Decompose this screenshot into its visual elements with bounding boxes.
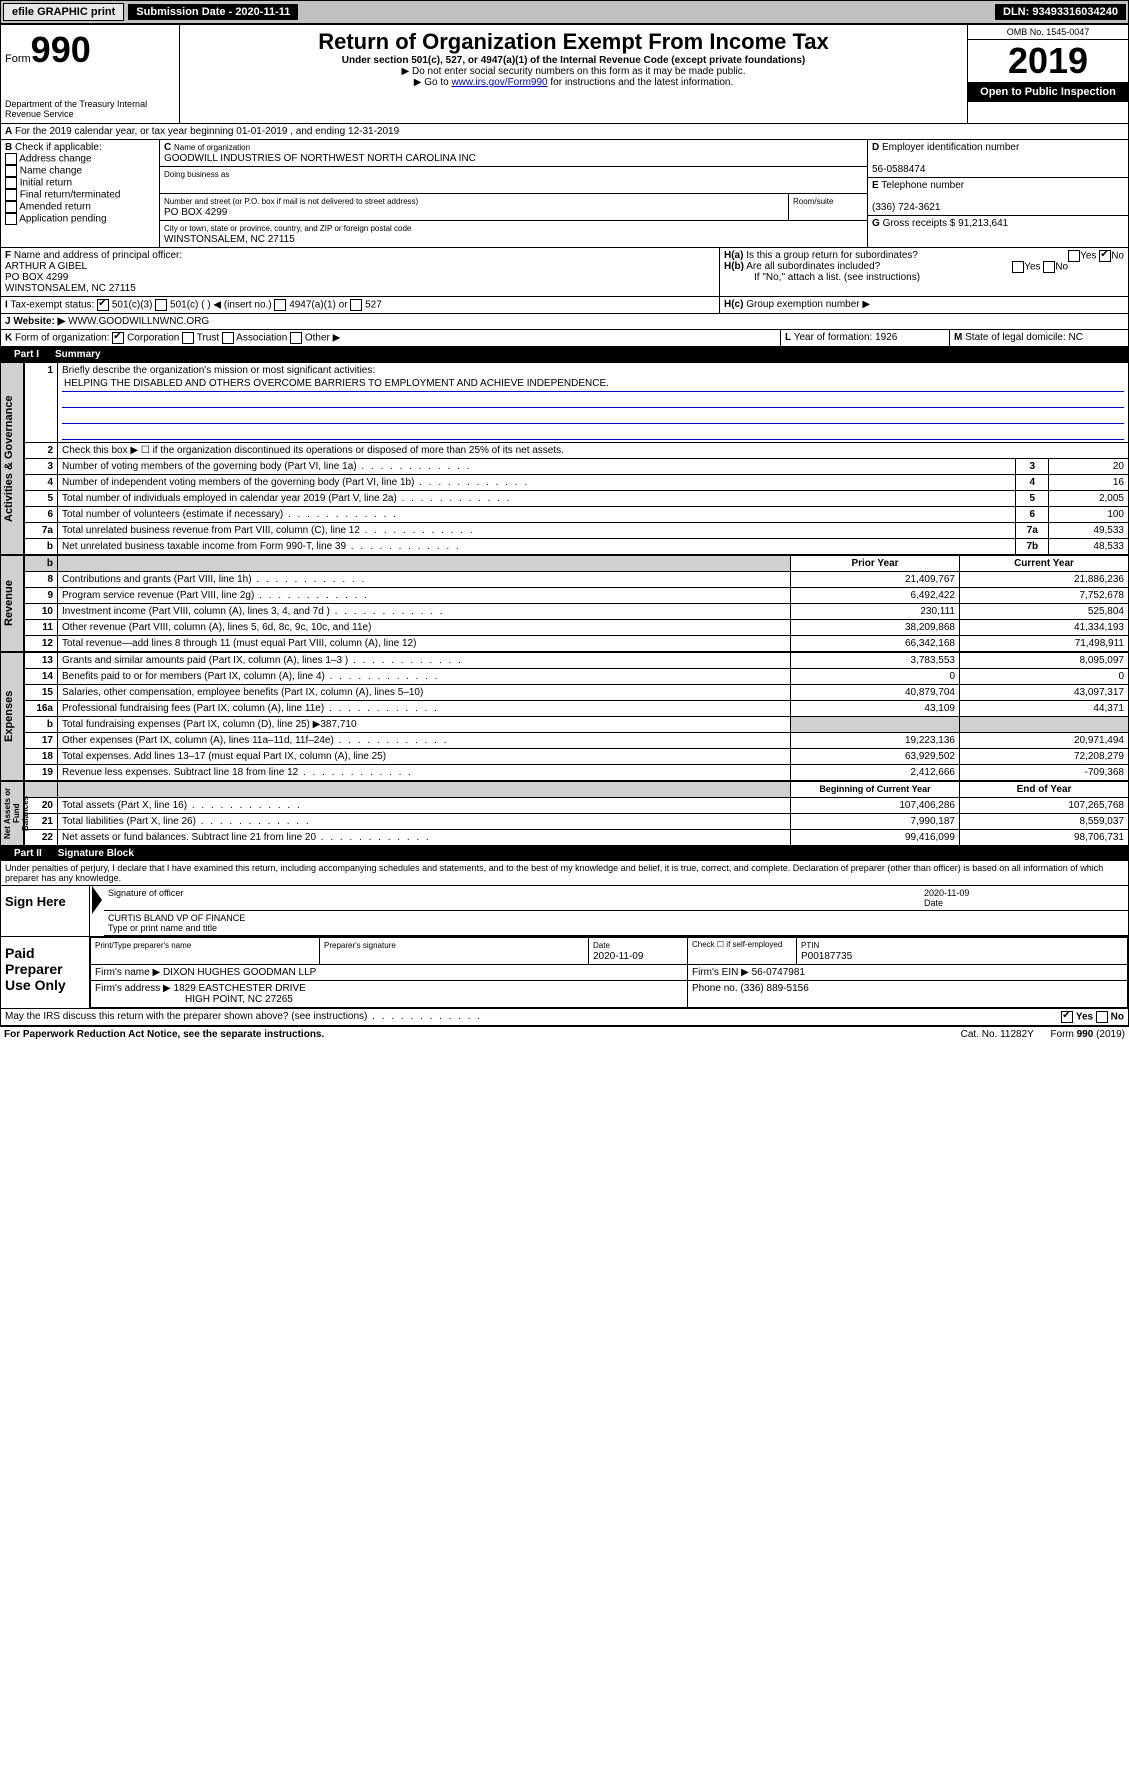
tax-year-line: For the 2019 calendar year, or tax year … <box>15 126 399 137</box>
dln: DLN: 93493316034240 <box>995 4 1126 20</box>
open-public: Open to Public Inspection <box>968 82 1128 102</box>
side-activities: Activities & Governance <box>0 362 24 555</box>
officer-typed: CURTIS BLAND VP OF FINANCE <box>108 913 245 923</box>
v7a: 49,533 <box>1049 523 1129 539</box>
prep-date: 2020-11-09 <box>593 951 643 962</box>
telephone: (336) 724-3621 <box>872 202 940 213</box>
sign-here-label: Sign Here <box>1 886 90 936</box>
org-city: WINSTONSALEM, NC 27115 <box>164 234 295 245</box>
v4: 16 <box>1049 475 1129 491</box>
form-footer: Form 990 (2019) <box>1051 1029 1125 1040</box>
note-goto: ▶ Go to www.irs.gov/Form990 for instruct… <box>184 77 963 88</box>
cb-hb-no[interactable] <box>1043 261 1055 273</box>
form-subtitle: Under section 501(c), 527, or 4947(a)(1)… <box>184 55 963 66</box>
website: WWW.GOODWILLNWNC.ORG <box>68 316 209 327</box>
officer-name: ARTHUR A GIBEL <box>5 261 87 272</box>
cb-other[interactable] <box>290 332 302 344</box>
side-revenue: Revenue <box>0 555 24 652</box>
year-formation: 1926 <box>875 332 897 343</box>
cb-final-return[interactable] <box>5 189 17 201</box>
dept-treasury: Department of the Treasury Internal Reve… <box>5 99 175 119</box>
b-label: Check if applicable: <box>15 142 102 153</box>
efile-bar: efile GRAPHIC print Submission Date - 20… <box>0 0 1129 24</box>
cb-ha-no[interactable] <box>1099 250 1111 262</box>
cb-501c3[interactable] <box>97 299 109 311</box>
firm-address: 1829 EASTCHESTER DRIVE <box>174 983 306 994</box>
cb-amended[interactable] <box>5 201 17 213</box>
cat-no: Cat. No. 11282Y <box>961 1029 1034 1040</box>
v6: 100 <box>1049 507 1129 523</box>
sign-arrow-icon <box>92 886 102 914</box>
firm-phone: (336) 889-5156 <box>740 983 808 994</box>
perjury-declaration: Under penalties of perjury, I declare th… <box>0 861 1129 886</box>
form-number: Form990 <box>5 29 175 71</box>
sig-date: 2020-11-09 <box>924 888 969 898</box>
state-domicile: NC <box>1069 332 1083 343</box>
part2-header: Part IISignature Block <box>0 846 1129 861</box>
v5: 2,005 <box>1049 491 1129 507</box>
irs-link[interactable]: www.irs.gov/Form990 <box>451 77 547 88</box>
cb-trust[interactable] <box>182 332 194 344</box>
cb-assoc[interactable] <box>222 332 234 344</box>
submission-date: Submission Date - 2020-11-11 <box>128 4 298 20</box>
form-title: Return of Organization Exempt From Incom… <box>184 29 963 55</box>
cb-527[interactable] <box>350 299 362 311</box>
mission: HELPING THE DISABLED AND OTHERS OVERCOME… <box>62 376 1124 392</box>
ein: 56-0588474 <box>872 164 925 175</box>
v3: 20 <box>1049 459 1129 475</box>
gross-receipts: 91,213,641 <box>958 218 1008 229</box>
firm-ein: 56-0747981 <box>752 967 805 978</box>
side-expenses: Expenses <box>0 652 24 781</box>
org-name: GOODWILL INDUSTRIES OF NORTHWEST NORTH C… <box>164 153 476 164</box>
cb-hb-yes[interactable] <box>1012 261 1024 273</box>
cb-discuss-no[interactable] <box>1096 1011 1108 1023</box>
omb-number: OMB No. 1545-0047 <box>968 25 1128 40</box>
cb-501c[interactable] <box>155 299 167 311</box>
cb-application[interactable] <box>5 213 17 225</box>
paid-preparer-label: Paid Preparer Use Only <box>1 937 90 1008</box>
v7b: 48,533 <box>1049 539 1129 555</box>
cb-ha-yes[interactable] <box>1068 250 1080 262</box>
ptin: P00187735 <box>801 951 852 962</box>
part1-header: Part ISummary <box>0 347 1129 362</box>
cb-address-change[interactable] <box>5 153 17 165</box>
cb-4947[interactable] <box>274 299 286 311</box>
cb-corp[interactable] <box>112 332 124 344</box>
cb-initial-return[interactable] <box>5 177 17 189</box>
efile-print-button[interactable]: efile GRAPHIC print <box>3 3 124 21</box>
firm-name: DIXON HUGHES GOODMAN LLP <box>163 967 316 978</box>
cb-name-change[interactable] <box>5 165 17 177</box>
tax-year: 2019 <box>968 40 1128 82</box>
pra-notice: For Paperwork Reduction Act Notice, see … <box>4 1029 324 1040</box>
org-address: PO BOX 4299 <box>164 207 227 218</box>
note-ssn: ▶ Do not enter social security numbers o… <box>184 66 963 77</box>
side-netassets: Net Assets or Fund Balances <box>0 781 24 846</box>
cb-discuss-yes[interactable] <box>1061 1011 1073 1023</box>
